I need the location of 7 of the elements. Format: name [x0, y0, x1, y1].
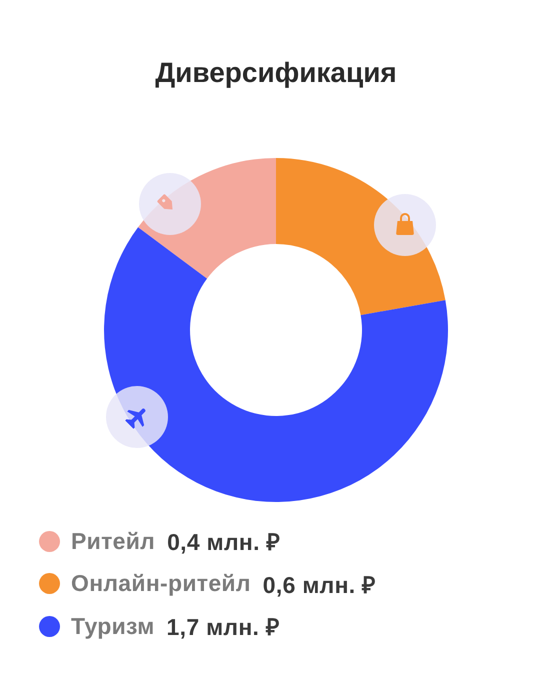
legend-label: Онлайн-ритейл [71, 570, 251, 598]
data-label: 0,4 млн. ₽ [167, 528, 280, 558]
chart-title: Диверсификация [154, 56, 398, 90]
legend-label: Туризм [71, 612, 155, 640]
data-label: 1,7 млн. ₽ [166, 613, 280, 642]
legend-label: Ритейл [71, 528, 156, 555]
data-label: 0,6 млн. ₽ [262, 570, 376, 600]
